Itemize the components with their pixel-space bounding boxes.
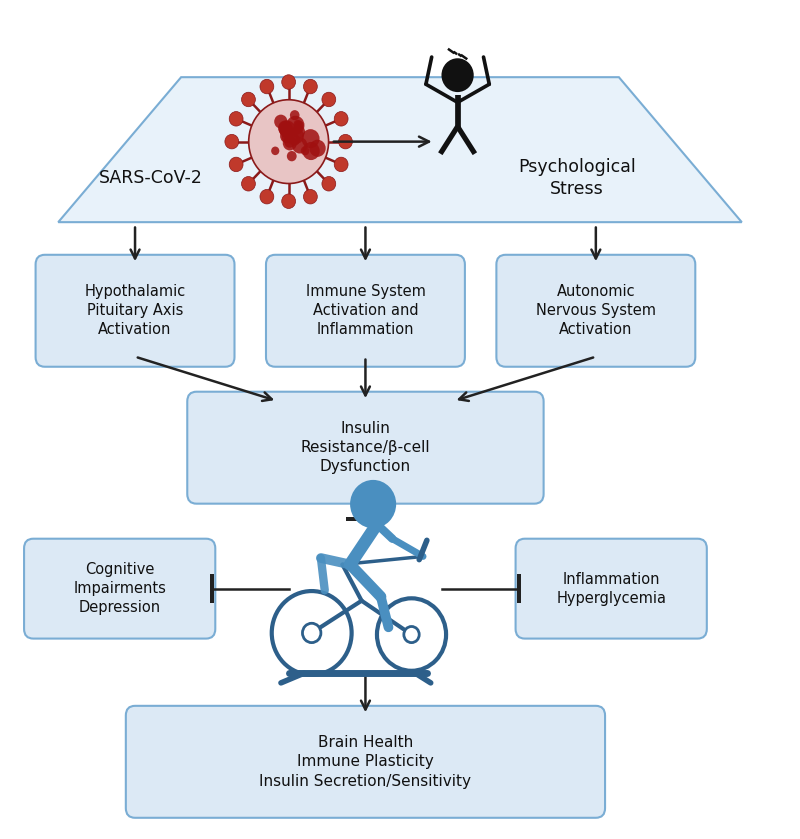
Circle shape	[282, 136, 297, 150]
Polygon shape	[58, 77, 742, 222]
Circle shape	[282, 75, 295, 89]
Text: Inflammation
Hyperglycemia: Inflammation Hyperglycemia	[556, 571, 666, 606]
Circle shape	[442, 58, 474, 92]
Circle shape	[260, 190, 274, 204]
Circle shape	[294, 121, 304, 130]
Circle shape	[302, 142, 320, 160]
Circle shape	[350, 480, 396, 529]
Circle shape	[404, 627, 419, 643]
FancyBboxPatch shape	[35, 255, 234, 367]
Text: Hypothalamic
Pituitary Axis
Activation: Hypothalamic Pituitary Axis Activation	[85, 284, 186, 337]
Circle shape	[301, 146, 310, 155]
Circle shape	[225, 134, 238, 149]
Circle shape	[282, 131, 294, 143]
Circle shape	[278, 121, 292, 135]
Circle shape	[242, 176, 255, 191]
Circle shape	[322, 92, 336, 107]
Circle shape	[302, 623, 321, 643]
Circle shape	[302, 129, 319, 149]
Text: Brain Health
Immune Plasticity
Insulin Secretion/Sensitivity: Brain Health Immune Plasticity Insulin S…	[259, 735, 471, 789]
Circle shape	[280, 123, 294, 138]
FancyBboxPatch shape	[266, 255, 465, 367]
Circle shape	[310, 139, 326, 157]
Circle shape	[284, 137, 294, 148]
Circle shape	[322, 176, 336, 191]
Text: Cognitive
Impairments
Depression: Cognitive Impairments Depression	[74, 562, 166, 615]
Circle shape	[274, 115, 287, 128]
FancyBboxPatch shape	[515, 539, 707, 638]
Circle shape	[289, 128, 304, 143]
Text: Immune System
Activation and
Inflammation: Immune System Activation and Inflammatio…	[306, 284, 426, 337]
Circle shape	[286, 116, 305, 135]
FancyBboxPatch shape	[126, 706, 605, 818]
FancyBboxPatch shape	[24, 539, 215, 638]
Circle shape	[334, 112, 348, 126]
Circle shape	[292, 125, 305, 138]
Circle shape	[287, 151, 297, 161]
Circle shape	[260, 80, 274, 94]
Text: Insulin
Resistance/β-cell
Dysfunction: Insulin Resistance/β-cell Dysfunction	[301, 421, 430, 474]
Circle shape	[338, 134, 352, 149]
Text: Psychological
Stress: Psychological Stress	[518, 158, 635, 198]
Circle shape	[292, 138, 307, 154]
Circle shape	[230, 112, 243, 126]
FancyBboxPatch shape	[496, 255, 695, 367]
Circle shape	[334, 157, 348, 172]
Circle shape	[294, 120, 302, 128]
Circle shape	[303, 80, 318, 94]
Circle shape	[280, 129, 294, 143]
Circle shape	[242, 92, 255, 107]
Circle shape	[278, 120, 295, 138]
FancyBboxPatch shape	[187, 392, 544, 503]
Text: Autonomic
Nervous System
Activation: Autonomic Nervous System Activation	[536, 284, 656, 337]
Text: SARS-CoV-2: SARS-CoV-2	[98, 169, 202, 187]
Circle shape	[230, 157, 243, 172]
Circle shape	[282, 194, 295, 208]
Circle shape	[271, 147, 279, 155]
Circle shape	[249, 100, 329, 184]
Circle shape	[290, 110, 299, 120]
Circle shape	[303, 190, 318, 204]
Circle shape	[289, 134, 300, 146]
